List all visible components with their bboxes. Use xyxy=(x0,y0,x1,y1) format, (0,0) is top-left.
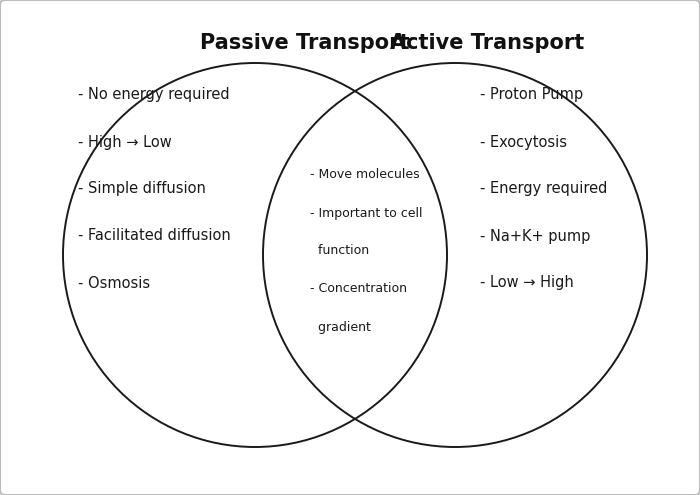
Text: - High → Low: - High → Low xyxy=(78,135,172,149)
Text: gradient: gradient xyxy=(310,320,371,334)
Text: - Simple diffusion: - Simple diffusion xyxy=(78,182,206,197)
Text: function: function xyxy=(310,245,369,257)
Text: - Low → High: - Low → High xyxy=(480,276,574,291)
Text: - Move molecules: - Move molecules xyxy=(310,168,419,182)
Text: - Na+K+ pump: - Na+K+ pump xyxy=(480,229,590,244)
Text: - Facilitated diffusion: - Facilitated diffusion xyxy=(78,229,231,244)
Text: - Osmosis: - Osmosis xyxy=(78,276,150,291)
Text: - Concentration: - Concentration xyxy=(310,283,407,296)
Text: - Energy required: - Energy required xyxy=(480,182,608,197)
Text: - Exocytosis: - Exocytosis xyxy=(480,135,567,149)
Text: Active Transport: Active Transport xyxy=(390,33,584,53)
Text: Passive Transport: Passive Transport xyxy=(200,33,410,53)
Text: - Proton Pump: - Proton Pump xyxy=(480,88,583,102)
Text: - Important to cell: - Important to cell xyxy=(310,206,423,219)
Text: - No energy required: - No energy required xyxy=(78,88,230,102)
